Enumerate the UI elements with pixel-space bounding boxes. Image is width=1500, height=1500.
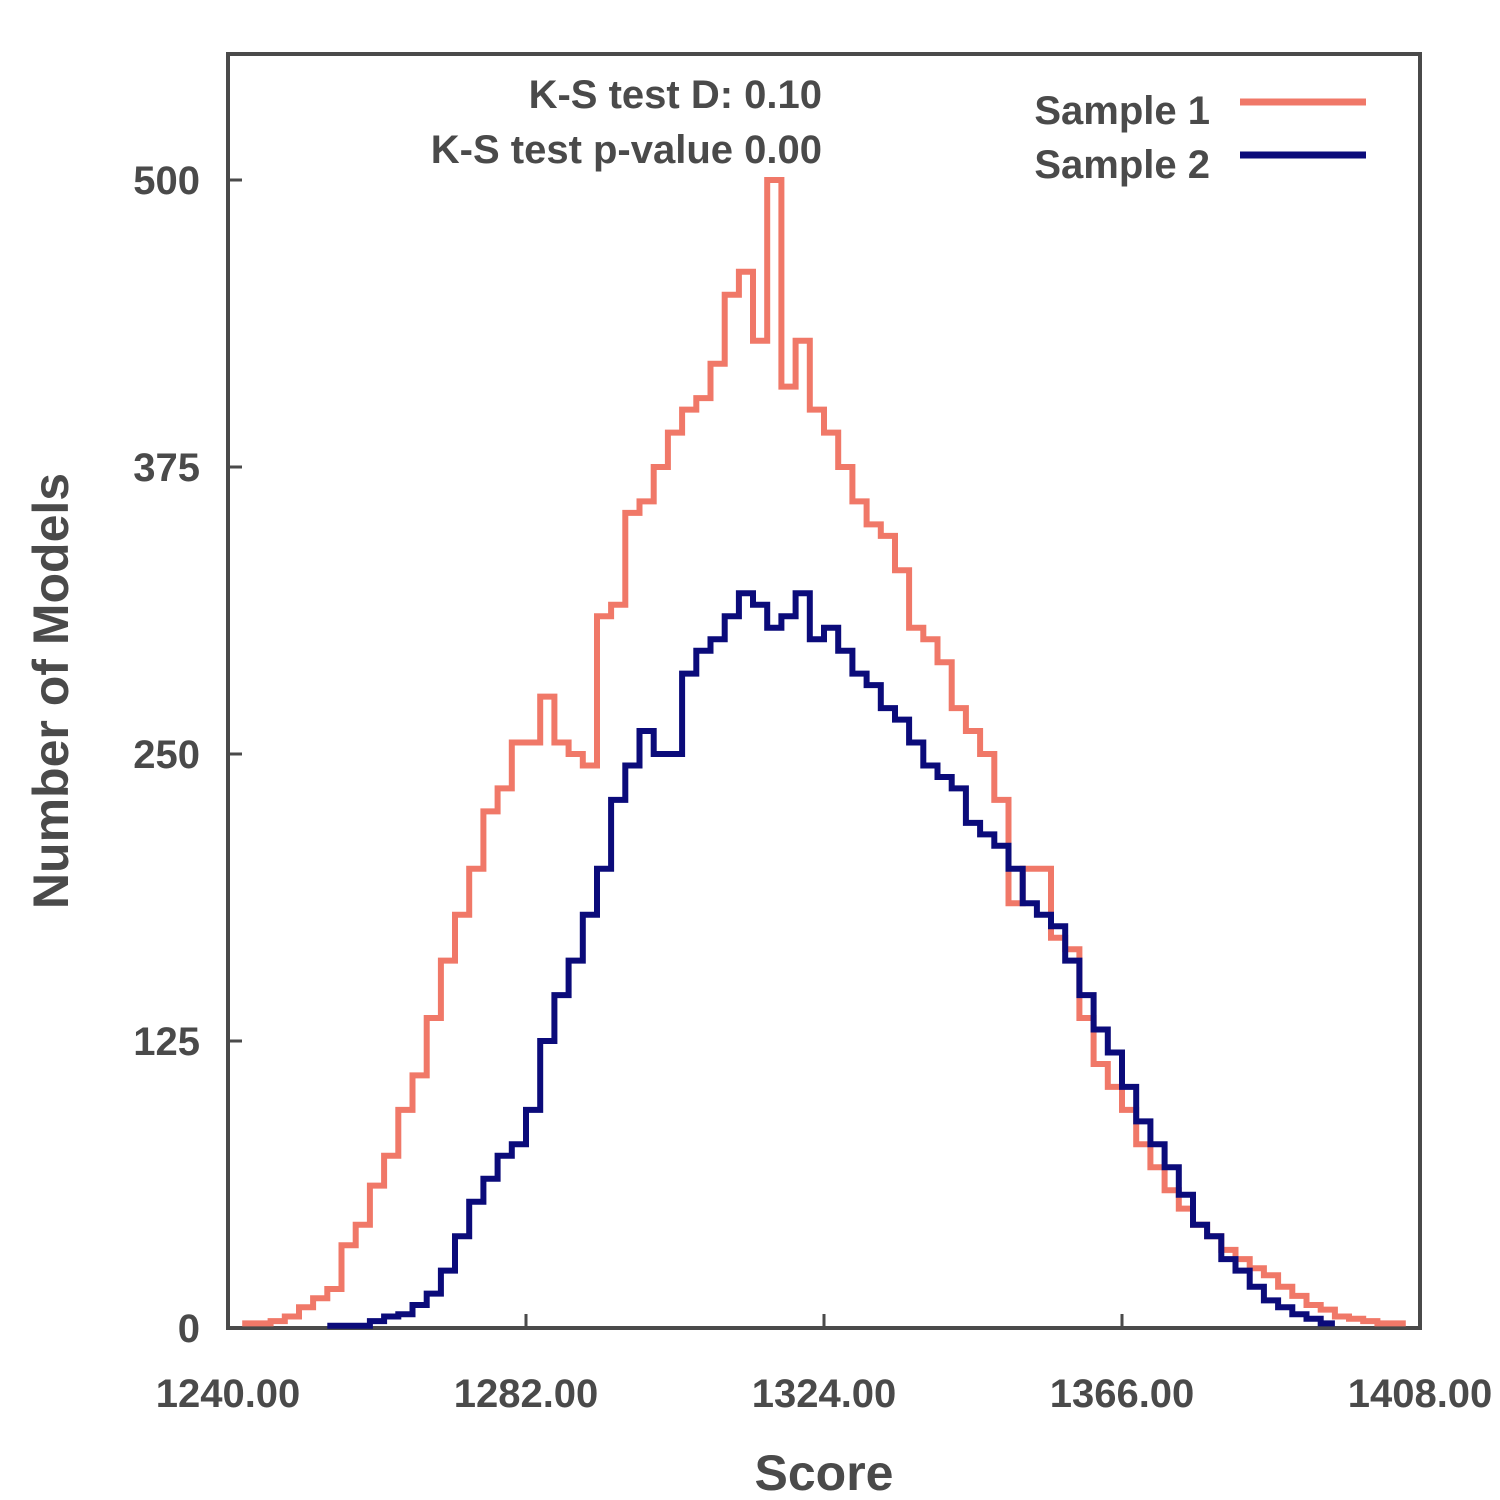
ks-test-p-value-annotation: K-S test p-value 0.00 bbox=[431, 128, 822, 172]
y-tick-label-375: 375 bbox=[133, 446, 200, 490]
x-tick-label-1408.00: 1408.00 bbox=[1348, 1372, 1493, 1416]
series-layer bbox=[242, 177, 1406, 1329]
x-axis: 1240.00 1282.00 1324.00 1366.00 1408.00 bbox=[156, 1314, 1493, 1416]
legend-label-sample-1: Sample 1 bbox=[1034, 89, 1210, 133]
ks-test-d-annotation: K-S test D: 0.10 bbox=[529, 73, 822, 117]
y-tick-label-125: 125 bbox=[133, 1020, 200, 1064]
plot-frame bbox=[226, 52, 1422, 1330]
x-tick-label-1282.00: 1282.00 bbox=[454, 1372, 599, 1416]
y-axis: 0 125 250 375 500 bbox=[133, 159, 242, 1351]
y-tick-label-0: 0 bbox=[178, 1307, 200, 1351]
x-axis-title: Score bbox=[755, 1445, 894, 1500]
y-tick-label-250: 250 bbox=[133, 733, 200, 777]
x-tick-label-1324.00: 1324.00 bbox=[752, 1372, 897, 1416]
x-tick-label-1240.00: 1240.00 bbox=[156, 1372, 301, 1416]
series-line-sample-2 bbox=[327, 590, 1335, 1329]
legend: Sample 1 Sample 2 bbox=[1034, 89, 1366, 187]
series-line-sample-1 bbox=[242, 177, 1406, 1327]
x-tick-label-1366.00: 1366.00 bbox=[1050, 1372, 1195, 1416]
y-tick-label-500: 500 bbox=[133, 159, 200, 203]
legend-label-sample-2: Sample 2 bbox=[1034, 143, 1210, 187]
y-axis-title: Number of Models bbox=[23, 473, 79, 909]
